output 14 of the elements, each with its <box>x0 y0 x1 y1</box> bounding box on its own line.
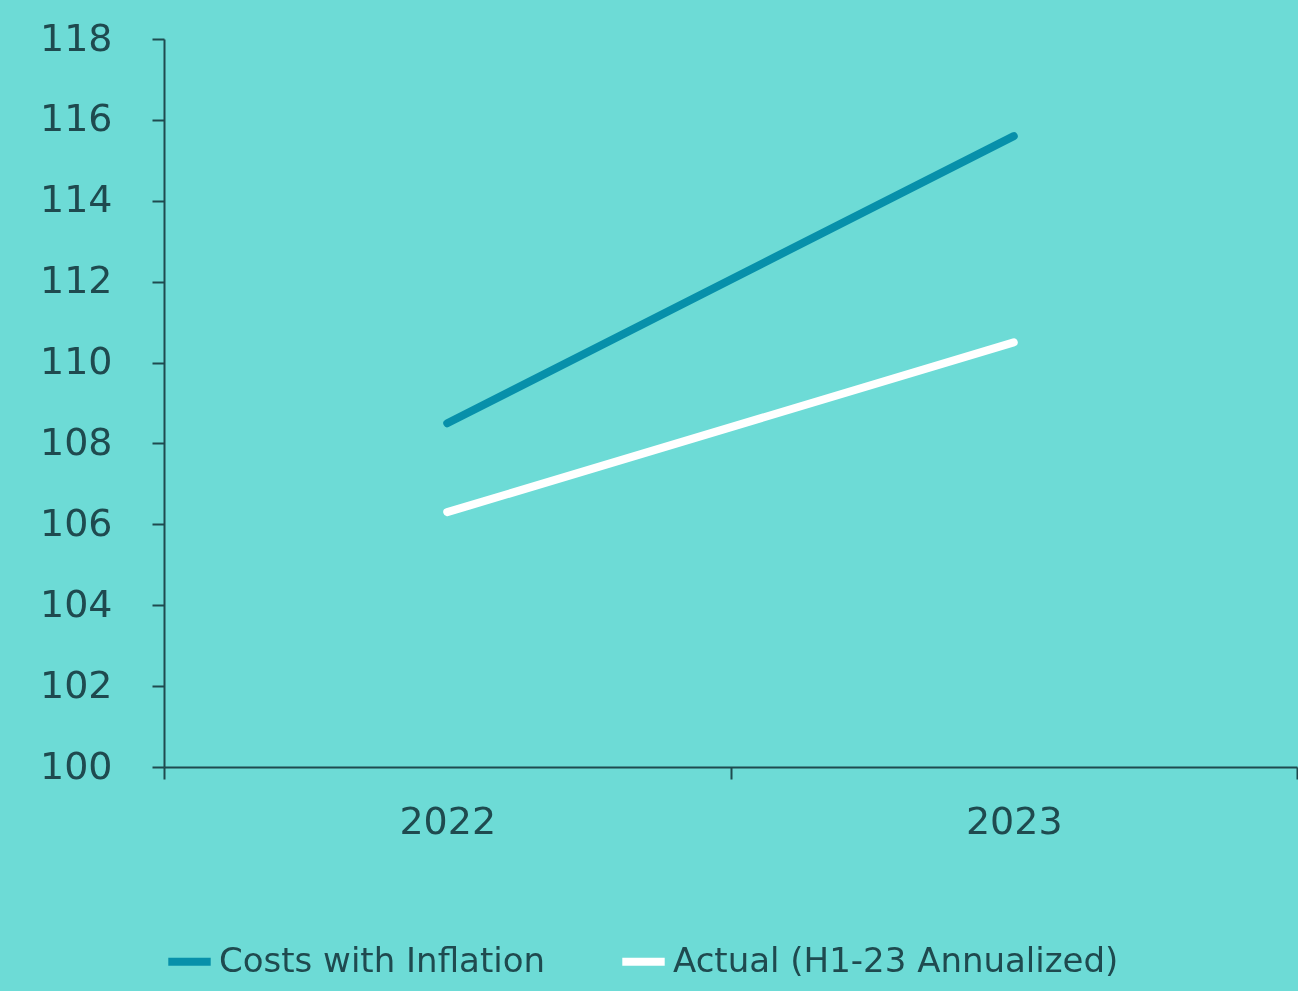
y-tick-label: 112 <box>39 258 113 303</box>
y-tick-label: 116 <box>39 96 113 141</box>
y-tick-label: 108 <box>39 419 113 464</box>
x-tick-label: 2023 <box>965 798 1063 843</box>
y-tick-label: 104 <box>39 581 113 626</box>
y-tick-label: 118 <box>39 15 113 60</box>
y-tick-label: 114 <box>39 177 113 222</box>
y-tick-label: 110 <box>39 339 113 384</box>
legend-label: Costs with Inflation <box>219 939 546 980</box>
legend-label: Actual (H1-23 Annualized) <box>673 939 1119 980</box>
y-tick-label: 100 <box>39 743 113 788</box>
x-tick-label: 2022 <box>399 798 497 843</box>
y-tick-label: 106 <box>39 500 113 545</box>
y-tick-label: 102 <box>39 662 113 707</box>
